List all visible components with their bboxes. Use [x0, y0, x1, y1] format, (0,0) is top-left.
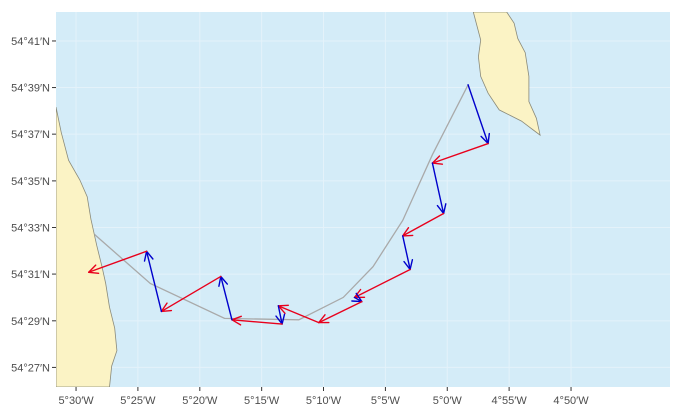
y-tick-label: 54°39′N	[11, 83, 50, 95]
y-tick-label: 54°35′N	[11, 176, 50, 188]
x-tick-label: 4°55′W	[492, 395, 528, 407]
track-layer	[94, 84, 469, 321]
x-tick-label: 5°5′W	[371, 395, 401, 407]
sea-panel	[56, 12, 670, 387]
route-vector-east-leg	[87, 250, 148, 274]
x-tick-label: 4°50′W	[553, 395, 589, 407]
land-north-east-coast	[472, 12, 541, 137]
y-tick-label: 54°27′N	[11, 362, 50, 374]
x-tick-label: 5°10′W	[306, 395, 342, 407]
x-tick-label: 5°15′W	[244, 395, 280, 407]
land-areas	[56, 12, 541, 387]
x-tick-label: 5°25′W	[120, 395, 156, 407]
y-tick-label: 54°29′N	[11, 316, 50, 328]
x-tick-label: 5°30′W	[58, 395, 94, 407]
y-tick-label: 54°41′N	[11, 36, 50, 48]
y-tick-label: 54°37′N	[11, 129, 50, 141]
track-line	[94, 84, 469, 321]
latitude-axis: 54°27′N 54°29′N 54°31′N 54°33′N 54°35′N 54°37…	[11, 36, 56, 374]
x-tick-label: 5°20′W	[182, 395, 218, 407]
y-tick-label: 54°33′N	[11, 222, 50, 234]
x-tick-label: 5°0′W	[433, 395, 463, 407]
route-vectors	[87, 84, 490, 326]
longitude-axis: 5°30′W 5°25′W 5°20′W 5°15′W 5°10′W 5°5′W 5°0′W…	[58, 387, 589, 407]
land-west-coast	[56, 107, 118, 387]
y-tick-label: 54°31′N	[11, 269, 50, 281]
